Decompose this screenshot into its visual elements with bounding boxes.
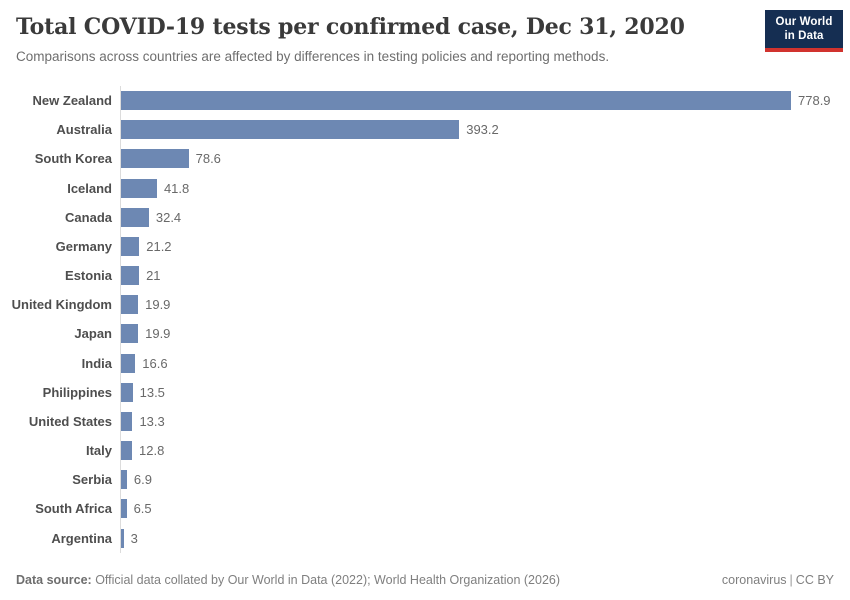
bar-area: 32.4 — [120, 202, 850, 232]
chart-row: South Africa 6.5 — [0, 494, 850, 524]
chart: New Zealand 778.9 Australia 393.2 South Kore… — [0, 86, 850, 553]
country-label: India — [81, 355, 112, 371]
data-source-note: Data source: Official data collated by O… — [16, 573, 560, 587]
footer-separator: | — [789, 573, 793, 587]
value-label: 393.2 — [466, 122, 499, 138]
bar-area: 3 — [120, 523, 850, 553]
bar-area: 19.9 — [120, 290, 850, 320]
value-label: 778.9 — [798, 93, 831, 109]
bar — [121, 324, 139, 344]
value-label: 6.9 — [133, 472, 152, 488]
bar-area: 78.6 — [120, 144, 850, 174]
bar — [121, 91, 791, 111]
country-label: Serbia — [72, 472, 112, 488]
value-label: 13.3 — [139, 413, 165, 429]
country-label: Canada — [65, 209, 112, 225]
chart-row: Philippines 13.5 — [0, 377, 850, 407]
bar-area: 16.6 — [120, 348, 850, 378]
value-label: 32.4 — [155, 209, 182, 225]
data-source-text: Official data collated by Our World in D… — [91, 573, 561, 587]
bar — [121, 295, 139, 315]
country-label: New Zealand — [32, 93, 112, 109]
country-label: Italy — [85, 443, 112, 459]
bar — [121, 207, 149, 227]
bar — [121, 120, 460, 140]
value-label: 78.6 — [195, 151, 221, 167]
chart-subtitle: Comparisons across countries are affecte… — [16, 49, 610, 65]
country-label: United States — [28, 413, 112, 429]
bar-area: 41.8 — [120, 173, 850, 203]
country-label: Estonia — [65, 268, 112, 284]
bar — [121, 528, 124, 548]
coronavirus-link[interactable]: coronavirus — [721, 573, 787, 587]
bar-area: 778.9 — [120, 86, 850, 116]
bar — [121, 470, 127, 490]
value-label: 41.8 — [163, 180, 190, 196]
bar-area: 393.2 — [120, 115, 850, 145]
chart-row: South Korea 78.6 — [0, 144, 850, 174]
country-label: South Korea — [34, 151, 112, 167]
chart-row: Argentina 3 — [0, 523, 850, 553]
value-label: 16.6 — [142, 355, 168, 371]
chart-row: Italy 12.8 — [0, 436, 850, 466]
chart-footer: Data source: Official data collated by O… — [16, 573, 834, 587]
value-label: 12.8 — [139, 443, 165, 459]
bar-area: 21 — [120, 261, 850, 291]
bar — [121, 266, 140, 286]
chart-row: United Kingdom 19.9 — [0, 290, 850, 320]
chart-row: United States 13.3 — [0, 406, 850, 437]
bar-area: 13.3 — [120, 406, 850, 437]
bar — [121, 149, 189, 169]
chart-row: Canada 32.4 — [0, 202, 850, 232]
chart-row: Australia 393.2 — [0, 115, 850, 145]
value-label: 21.2 — [146, 238, 172, 254]
bar — [121, 353, 136, 373]
chart-row: Iceland 41.8 — [0, 173, 850, 203]
bar-area: 6.5 — [120, 494, 850, 524]
chart-title: Total COVID-19 tests per confirmed case,… — [16, 14, 685, 40]
country-label: Iceland — [67, 180, 112, 196]
chart-header: Total COVID-19 tests per confirmed case,… — [16, 14, 750, 66]
owid-logo-text-line2: in Data — [784, 29, 824, 42]
country-label: Japan — [74, 326, 112, 342]
chart-row: Japan 19.9 — [0, 319, 850, 349]
value-label: 6.5 — [133, 501, 152, 517]
chart-row: Serbia 6.9 — [0, 465, 850, 495]
bar — [121, 499, 127, 519]
value-label: 13.5 — [139, 384, 165, 400]
chart-row: India 16.6 — [0, 348, 850, 378]
value-label: 3 — [130, 530, 138, 546]
country-label: South Africa — [35, 501, 112, 517]
country-label: Germany — [55, 238, 112, 254]
footer-links: coronavirus | CC BY — [722, 573, 834, 587]
bar-area: 6.9 — [120, 465, 850, 495]
chart-row: Estonia 21 — [0, 261, 850, 291]
bar-area: 21.2 — [120, 231, 850, 262]
country-label: United Kingdom — [11, 297, 112, 313]
bar — [121, 236, 140, 256]
value-label: 21 — [146, 268, 161, 284]
chart-row: New Zealand 778.9 — [0, 86, 850, 116]
bar-area: 19.9 — [120, 319, 850, 349]
country-label: Australia — [56, 122, 112, 138]
license-link[interactable]: CC BY — [795, 573, 834, 587]
owid-logo-text-line1: Our World — [775, 16, 833, 28]
value-label: 19.9 — [145, 297, 171, 313]
bar — [121, 382, 133, 402]
country-label: Philippines — [42, 384, 112, 400]
bar-area: 12.8 — [120, 436, 850, 466]
bar — [121, 441, 132, 461]
bar — [121, 178, 157, 198]
chart-row: Germany 21.2 — [0, 231, 850, 262]
data-source-label: Data source: — [16, 573, 92, 587]
bar-area: 13.5 — [120, 377, 850, 407]
country-label: Argentina — [51, 530, 112, 546]
value-label: 19.9 — [145, 326, 171, 342]
bar — [121, 411, 133, 431]
owid-logo[interactable]: Our World in Data — [765, 10, 843, 52]
